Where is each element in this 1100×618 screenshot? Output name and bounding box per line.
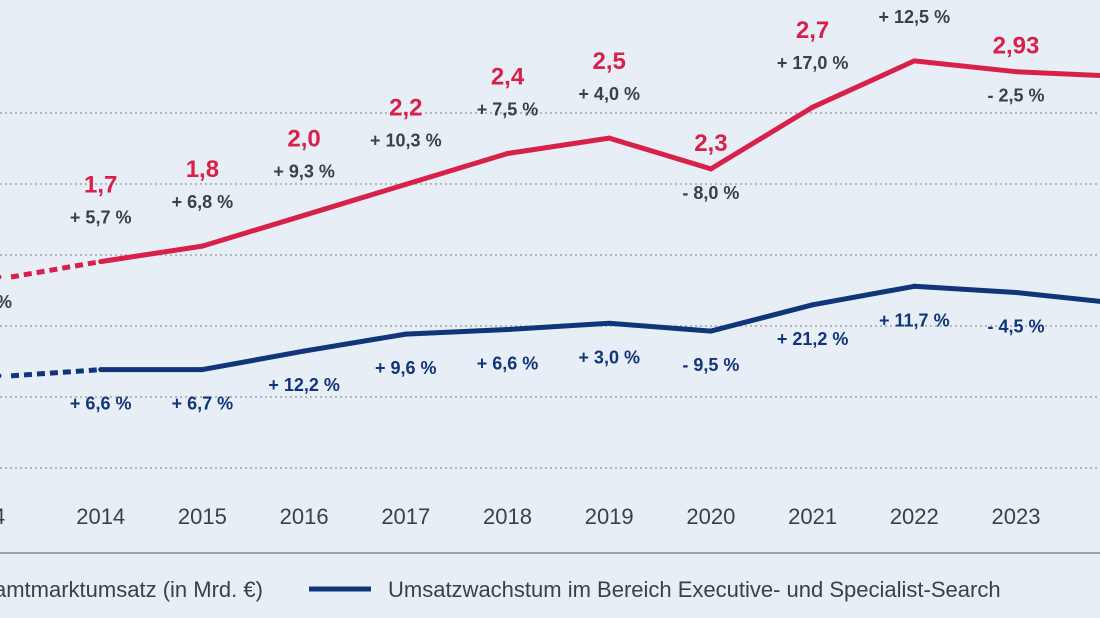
series-1-point [810, 302, 816, 308]
x-tick-label: 2018 [483, 504, 532, 529]
value-label: 2,0 [287, 125, 320, 152]
x-tick-label: 2017 [381, 504, 430, 529]
series-1-point [403, 331, 409, 337]
series-0-point [199, 243, 205, 249]
series-1-point [199, 367, 205, 373]
series-1-point [301, 348, 307, 354]
series-1-point [0, 373, 2, 379]
x-tick-label: 2015 [178, 504, 227, 529]
legend: amtmarktumsatz (in Mrd. €) Umsatzwachstu… [0, 577, 1001, 602]
x-tick-labels: 4 2014 2015 2016 2017 2018 2019 2020 2021 2022 202… [0, 504, 1041, 529]
series-1-point [911, 283, 917, 289]
x-tick-label: 4 [0, 504, 5, 529]
change-label: + 9,6 % [375, 358, 437, 378]
series-0-point [606, 135, 612, 141]
value-label: 2,93 [993, 33, 1040, 60]
legend-label-red: amtmarktumsatz (in Mrd. €) [0, 577, 263, 602]
series-1-projected-segment [10, 367, 101, 379]
x-tick-label: 2023 [992, 504, 1041, 529]
change-label: + 5,7 % [70, 208, 132, 228]
change-label: - 8,0 % [682, 183, 739, 203]
legend-label-blue: Umsatzwachstum im Bereich Executive- und… [388, 577, 1001, 602]
x-tick-label: 2019 [585, 504, 634, 529]
change-label: + 6,8 % [172, 192, 234, 212]
value-label: 2,4 [491, 64, 525, 91]
change-label: + 6,6 % [477, 354, 539, 374]
series-0-point [708, 166, 714, 172]
series-1-point [708, 328, 714, 334]
change-label: + 11,7 % [879, 310, 950, 330]
series-0-point [505, 151, 510, 157]
series-0-point [0, 274, 2, 280]
change-label: + 12,5 % [879, 7, 951, 27]
value-label: 2,3 [694, 130, 727, 157]
x-tick-label: 2022 [890, 504, 939, 529]
series-1-point [606, 320, 612, 326]
value-label: 1,7 [84, 172, 117, 199]
series-lines [0, 58, 1100, 379]
change-label: % [0, 292, 12, 312]
series-0-point [911, 58, 917, 64]
series-0-point [98, 259, 104, 265]
change-label: - 9,5 % [682, 355, 739, 375]
series-0-point [1013, 69, 1019, 75]
series-0-point [810, 104, 816, 110]
x-tick-label: 2021 [788, 504, 837, 529]
change-label: + 7,5 % [477, 100, 539, 120]
series-1-point [505, 327, 510, 333]
change-label: + 12,2 % [268, 375, 340, 395]
value-label: 1,8 [186, 156, 219, 183]
x-tick-label: 2020 [686, 504, 735, 529]
x-tick-label: 2016 [280, 504, 329, 529]
value-label: 2,2 [389, 94, 422, 121]
change-label: + 3,0 % [578, 347, 640, 367]
value-label: 2,7 [796, 17, 829, 44]
data-labels: % 1,7 + 5,7 % 1,8 + 6,8 % 2,0 + 9,3 % 2,2 + 10,3… [0, 7, 1045, 414]
change-label: + 21,2 % [777, 329, 849, 349]
series-1-point [1013, 289, 1019, 295]
change-label: + 17,0 % [777, 53, 849, 73]
series-0-point [301, 212, 307, 218]
change-label: - 4,5 % [987, 316, 1044, 336]
change-label: + 6,7 % [172, 394, 234, 414]
change-label: + 10,3 % [370, 130, 442, 150]
gridlines [0, 112, 1100, 469]
change-label: + 9,3 % [273, 161, 335, 181]
series-0-projected-segment [10, 259, 102, 280]
change-label: + 6,6 % [70, 394, 132, 414]
x-tick-label: 2014 [76, 504, 125, 529]
series-0-point [403, 181, 409, 187]
change-label: + 4,0 % [578, 84, 640, 104]
value-label: 2,5 [593, 48, 626, 75]
change-label: - 2,5 % [987, 86, 1044, 106]
series-1-point [98, 367, 104, 373]
